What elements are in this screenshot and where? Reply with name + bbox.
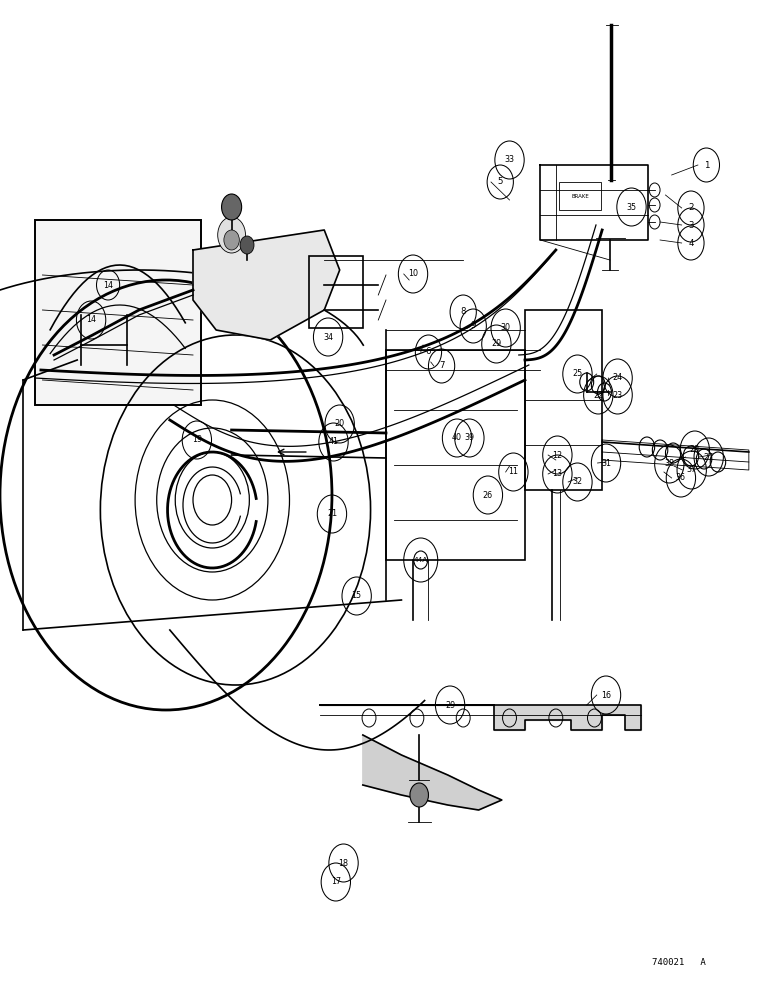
Text: 41: 41 [329,438,338,446]
Circle shape [218,217,245,253]
Text: 30: 30 [501,324,510,332]
Text: 25: 25 [572,369,583,378]
Text: 10: 10 [408,269,418,278]
Text: 740021   A: 740021 A [652,958,706,967]
Circle shape [224,230,239,250]
Polygon shape [363,735,502,810]
Text: 20: 20 [334,420,345,428]
Text: 17: 17 [330,878,341,886]
Text: 7: 7 [438,361,445,370]
Circle shape [410,783,428,807]
Text: 12: 12 [552,450,563,460]
Polygon shape [193,230,340,340]
Circle shape [240,236,254,254]
Text: BRAKE: BRAKE [571,194,589,198]
Text: 16: 16 [601,690,611,700]
Text: 32: 32 [572,478,583,487]
Text: 14: 14 [86,316,96,324]
Text: 13: 13 [553,470,562,479]
Text: 5: 5 [497,178,503,186]
Text: 2: 2 [688,204,694,213]
Text: 44A: 44A [414,557,428,563]
Text: 9: 9 [471,322,476,330]
Text: 36: 36 [676,474,686,483]
Text: 29: 29 [445,700,455,710]
Text: 29: 29 [491,340,502,349]
Text: 33: 33 [505,155,514,164]
Text: 27: 27 [703,452,714,462]
Bar [559,182,601,210]
Bar [35,220,201,405]
Text: 38: 38 [665,460,674,468]
Text: 1: 1 [703,160,709,169]
Text: 3: 3 [688,221,694,230]
Bar [525,310,602,490]
Text: 28: 28 [689,446,700,454]
Text: 4: 4 [688,238,694,247]
Polygon shape [320,705,641,730]
Text: 31: 31 [601,458,611,468]
Text: 22: 22 [593,390,604,399]
Text: 18: 18 [339,858,348,867]
Circle shape [222,194,242,220]
Text: 24: 24 [612,373,623,382]
Text: 34: 34 [323,332,333,342]
Text: 35: 35 [626,202,637,212]
Text: 40: 40 [452,434,462,442]
Text: 39: 39 [464,434,475,442]
Text: 37: 37 [686,466,697,475]
Text: 14: 14 [103,280,113,290]
Text: 11: 11 [509,468,518,477]
Text: 26: 26 [482,490,493,499]
Text: 23: 23 [612,390,623,399]
Text: 6: 6 [425,348,432,357]
Text: 15: 15 [351,591,362,600]
Text: 8: 8 [460,308,466,316]
Text: 19: 19 [191,436,202,444]
Text: 21: 21 [327,510,337,518]
Bar [309,256,363,328]
Bar [386,350,525,560]
